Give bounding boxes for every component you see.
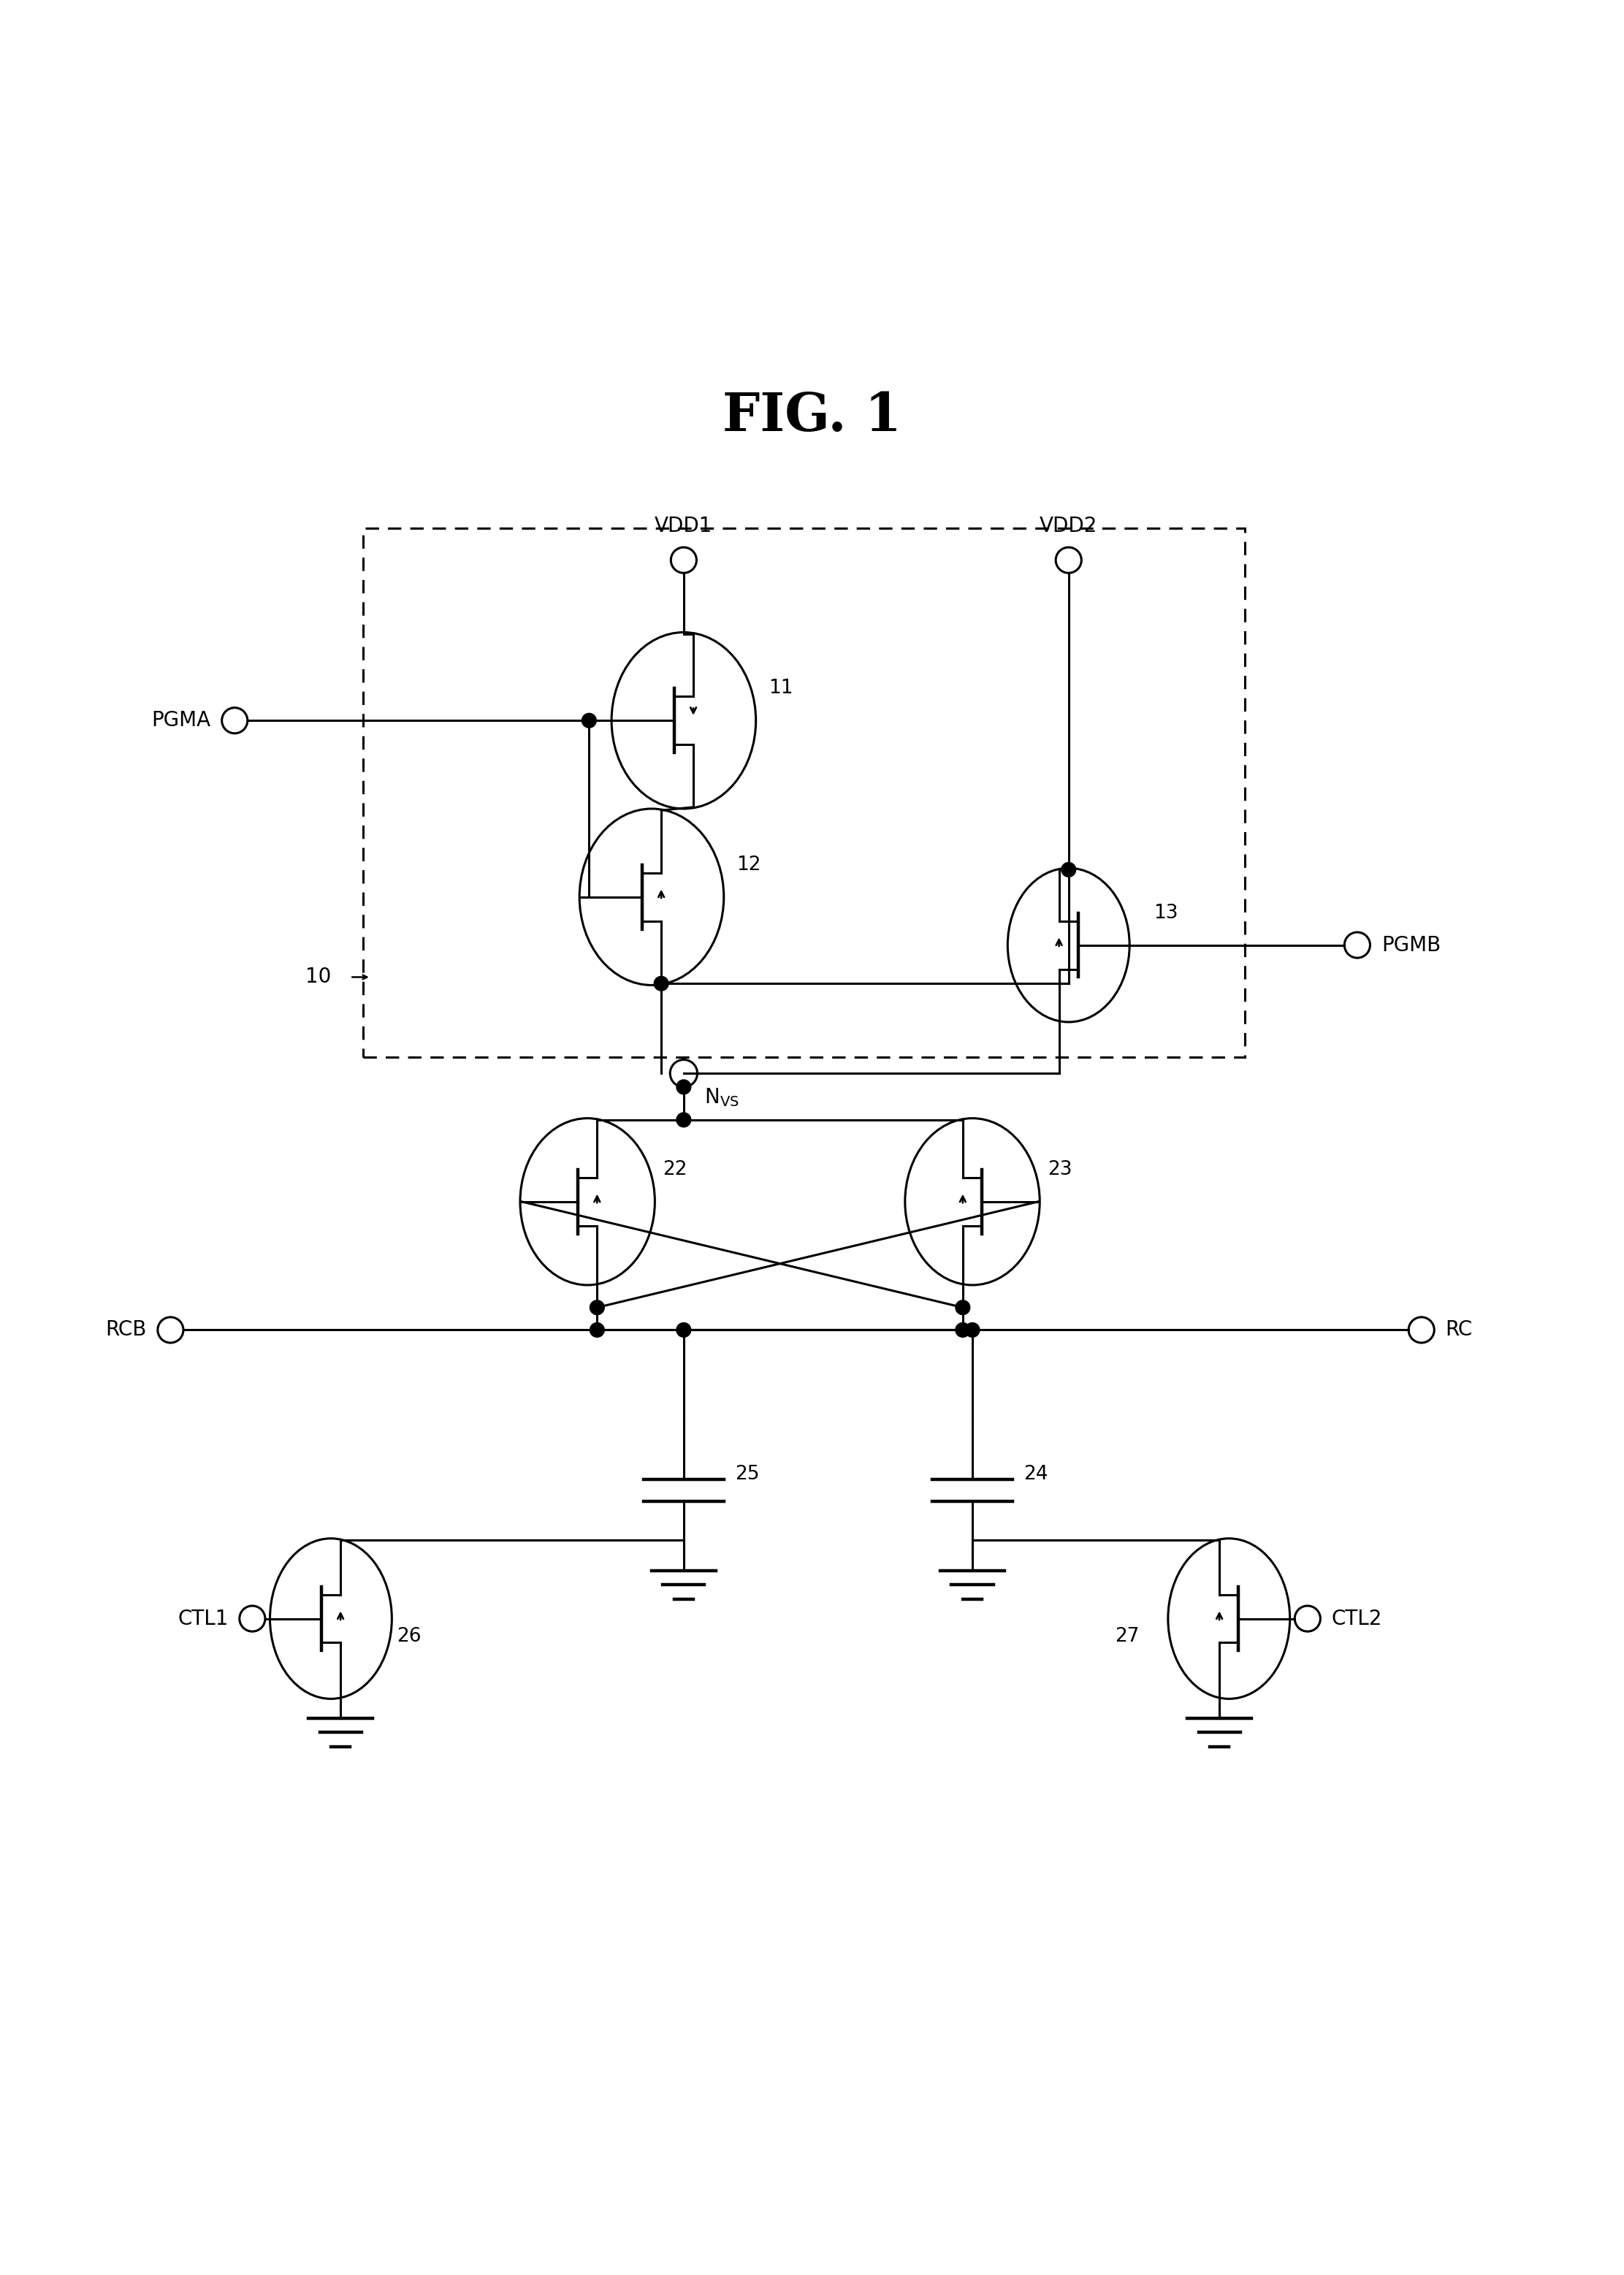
Text: FIG. 1: FIG. 1 [723, 389, 901, 441]
Text: 25: 25 [736, 1465, 760, 1483]
Text: 23: 23 [1047, 1160, 1072, 1178]
Circle shape [1062, 862, 1075, 876]
Text: PGMA: PGMA [151, 710, 211, 730]
Circle shape [677, 1322, 690, 1338]
Text: 10: 10 [305, 967, 331, 987]
Bar [362, 528, 1246, 1058]
Text: 12: 12 [737, 855, 762, 874]
Text: CTL2: CTL2 [1332, 1608, 1382, 1629]
Circle shape [955, 1301, 970, 1315]
Text: 11: 11 [768, 678, 793, 698]
Circle shape [677, 1081, 690, 1094]
Circle shape [590, 1322, 604, 1338]
Text: 22: 22 [663, 1160, 687, 1178]
Circle shape [965, 1322, 979, 1338]
Circle shape [654, 976, 669, 990]
Text: 26: 26 [396, 1627, 421, 1645]
Circle shape [581, 714, 596, 728]
Text: VDD2: VDD2 [1039, 516, 1098, 537]
Circle shape [955, 1322, 970, 1338]
Text: 24: 24 [1023, 1465, 1047, 1483]
Text: 13: 13 [1153, 903, 1177, 921]
Text: RC: RC [1445, 1320, 1473, 1340]
Text: N$_{\rm VS}$: N$_{\rm VS}$ [705, 1085, 739, 1108]
Text: CTL1: CTL1 [177, 1608, 229, 1629]
Text: PGMB: PGMB [1382, 935, 1440, 956]
Text: VDD1: VDD1 [654, 516, 713, 537]
Text: 27: 27 [1114, 1627, 1138, 1645]
Text: RCB: RCB [106, 1320, 146, 1340]
Circle shape [590, 1301, 604, 1315]
Circle shape [677, 1112, 690, 1126]
